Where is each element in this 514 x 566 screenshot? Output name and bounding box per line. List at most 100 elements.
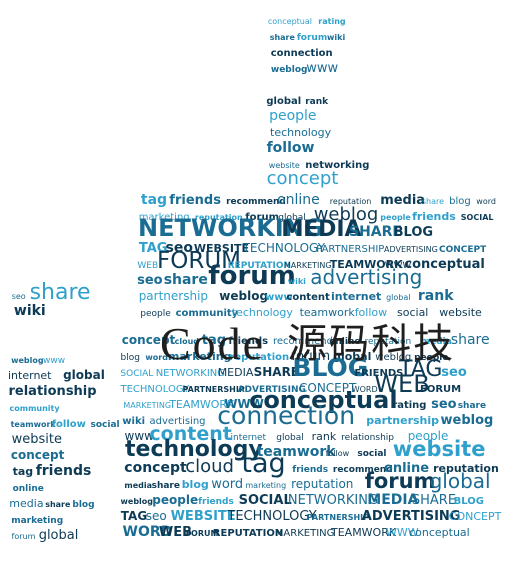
brand-overlay: Code 源码科技	[160, 318, 455, 370]
cloud-word: WWW	[224, 397, 264, 411]
cloud-word: community	[10, 404, 61, 413]
cloud-word: reputation	[195, 213, 243, 222]
cloud-word: blog	[449, 196, 471, 207]
cloud-word: social	[357, 449, 386, 459]
cloud-word: social	[91, 420, 120, 430]
cloud-word: WEBSITE	[171, 509, 236, 524]
cloud-word: global	[39, 528, 79, 543]
cloud-word: blog	[72, 500, 94, 510]
cloud-word: people	[408, 429, 449, 443]
cloud-word: FORUM	[157, 248, 241, 274]
cloud-word: partnership	[366, 414, 439, 427]
cloud-word: marketing	[139, 212, 190, 223]
cloud-word: online	[277, 192, 320, 208]
cloud-word: reputation	[330, 197, 372, 206]
brand-latin-text: Code	[160, 318, 266, 369]
cloud-word: advertising	[150, 416, 206, 427]
cloud-word: ADVERTISING	[384, 245, 438, 254]
cloud-word: share	[152, 481, 180, 491]
cloud-word: seo	[441, 365, 467, 380]
cloud-word: wiki	[122, 416, 145, 427]
cloud-word: website	[269, 161, 300, 170]
cloud-word: marketing	[168, 350, 232, 363]
cloud-word: WWW	[386, 526, 419, 539]
cloud-word: people	[140, 309, 171, 319]
cloud-word: conceptual	[268, 17, 312, 26]
cloud-word: www	[125, 429, 155, 443]
cloud-word: media	[380, 193, 425, 208]
cloud-word: people	[269, 108, 316, 124]
cloud-word: forum	[208, 261, 296, 291]
cloud-word: weblog	[375, 352, 411, 363]
cloud-word: share	[422, 197, 444, 206]
cloud-word: word	[476, 197, 496, 206]
cloud-word: SHARE	[412, 493, 456, 508]
cloud-word: TAG	[121, 509, 147, 523]
cloud-word: marketing	[245, 481, 286, 490]
cloud-word: rank	[312, 430, 337, 443]
cloud-word: reputation	[433, 462, 499, 475]
cloud-word: WEBSITE	[194, 242, 249, 255]
cloud-word: weblog	[11, 356, 44, 365]
cloud-word: CONCEPT	[449, 510, 502, 523]
cloud-word: MEDIA	[367, 492, 418, 508]
cloud-word: social	[397, 306, 428, 319]
cloud-word: rank	[305, 97, 329, 107]
cloud-word: global	[63, 368, 105, 382]
cloud-word: reputation	[229, 352, 289, 363]
cloud-word: share	[451, 332, 490, 348]
cloud-word: teamwork	[11, 420, 57, 429]
cloud-word: share	[458, 401, 486, 411]
cloud-word: reputation	[365, 337, 412, 347]
cloud-word: WORD	[123, 524, 173, 540]
cloud-word: www	[43, 356, 65, 366]
cloud-word: TAG	[139, 241, 168, 256]
cloud-word: online	[13, 484, 44, 494]
cloud-word: global	[266, 96, 301, 107]
cloud-word: media	[421, 337, 452, 347]
cloud-word: share	[270, 33, 296, 42]
thumb-region: conceptual rating share forum wiki connection…	[266, 17, 369, 189]
cloud-word: rating	[318, 17, 346, 26]
cloud-word: friends	[198, 497, 234, 507]
cloud-word: CONCEPT	[439, 245, 487, 255]
cloud-word: friends	[292, 465, 328, 475]
cloud-word: advertising	[310, 265, 422, 289]
cloud-word: share	[30, 280, 91, 305]
cloud-word: TEAMWORK	[330, 258, 403, 271]
cloud-word: WEB	[137, 261, 158, 271]
cloud-word: BLOG	[454, 496, 484, 507]
cloud-word: FORUM	[186, 529, 219, 538]
cloud-word: SOCIAL	[461, 213, 494, 222]
cloud-word: FORUM	[420, 384, 461, 395]
cloud-word: wiki	[288, 277, 306, 286]
cloud-word: forum	[291, 349, 330, 364]
cloud-word: seo	[12, 292, 26, 301]
cloud-word: global	[276, 433, 303, 443]
cloud-word: FRIENDS	[354, 368, 403, 379]
cloud-word: WEB	[159, 525, 192, 540]
cloud-word: marketing	[11, 516, 63, 526]
cloud-word: MARKETING	[275, 528, 335, 539]
cloud-word: content	[286, 292, 330, 303]
cloud-word: online	[384, 461, 429, 476]
cloud-word: blog	[121, 353, 140, 363]
cloud-word: NETWORKING	[138, 214, 324, 242]
cloud-word: networking	[305, 160, 369, 171]
cloud-word: tag	[202, 333, 226, 348]
cloud-word: WEB	[374, 370, 429, 398]
cloud-word: concept	[122, 333, 176, 347]
cloud-word: seo	[146, 509, 167, 523]
cloud-word: technology	[232, 306, 294, 319]
cloud-word: seo	[166, 240, 194, 256]
brand-cjk-text: 源码科技	[287, 321, 456, 367]
cloud-word: ADVERTISING	[238, 385, 306, 395]
cloud-word: teamwork	[257, 444, 337, 460]
cloud-word: follow	[52, 419, 86, 430]
cloud-word: website	[439, 306, 482, 319]
cloud-word: BLOG	[292, 353, 368, 382]
cloud-word: MARKETING	[123, 401, 171, 410]
